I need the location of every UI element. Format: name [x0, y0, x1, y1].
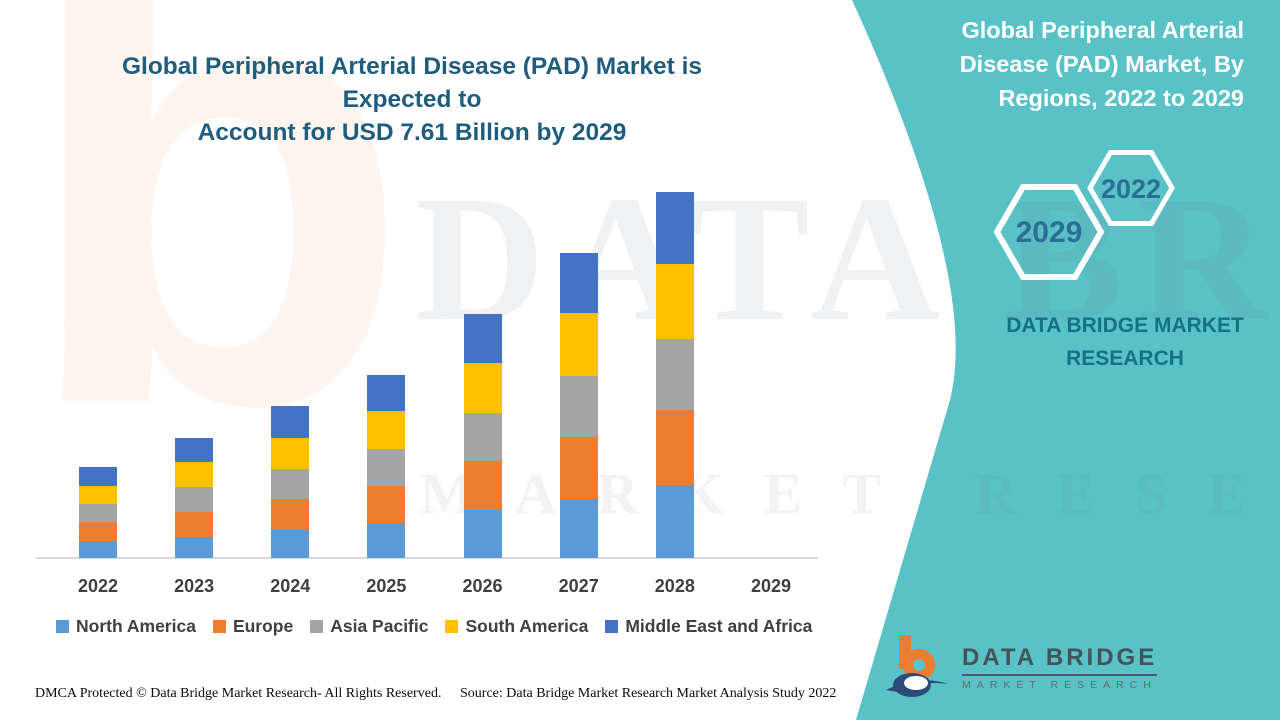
side-panel-title: Global Peripheral Arterial Disease (PAD)…: [944, 14, 1244, 115]
legend-item-north-america: North America: [56, 616, 196, 637]
x-axis-line: [36, 557, 818, 559]
x-axis-label-2023: 2023: [174, 576, 215, 596]
stacked-bar-2025: [367, 375, 406, 558]
bar-segment-2026-middle-east-and-africa: [463, 314, 502, 363]
bar-segment-2023-middle-east-and-africa: [175, 438, 214, 462]
bar-segment-2023-europe: [175, 512, 214, 537]
legend-item-south-america: South America: [445, 616, 588, 637]
hexagon-2029: [993, 184, 1105, 280]
bar-segment-2027-north-america: [559, 499, 598, 558]
bar-segment-2024-europe: [271, 499, 310, 530]
chart-legend: North America Europe Asia Pacific South Ame…: [56, 616, 812, 637]
stacked-bar-2022: [79, 467, 117, 558]
legend-marker-icon: [310, 620, 324, 633]
x-axis-label-2024: 2024: [270, 576, 311, 596]
bar-segment-2026-south-america: [463, 363, 502, 413]
data-bridge-logo: DATA BRIDGE MARKET RESEARCH: [882, 632, 1158, 702]
side-panel-title-line1: Global Peripheral Arterial: [961, 17, 1244, 43]
legend-marker-icon: [56, 620, 69, 633]
bar-segment-2024-asia-pacific: [271, 469, 310, 499]
footer-dmca: DMCA Protected © Data Bridge Market Rese…: [35, 686, 442, 701]
bar-segment-2022-south-america: [79, 486, 117, 504]
logo-subtitle: MARKET RESEARCH: [962, 678, 1157, 691]
bar-segment-2023-north-america: [175, 537, 214, 558]
stacked-bar-2024: [271, 406, 310, 558]
bar-segment-2024-south-america: [271, 438, 310, 469]
brand-text: DATA BRIDGE MARKET RESEARCH: [1000, 310, 1250, 375]
hexagon-2022: [1087, 150, 1175, 226]
bar-segment-2024-north-america: [271, 530, 310, 558]
bar-segment-2028-south-america: [655, 264, 694, 339]
bar-segment-2025-north-america: [367, 523, 406, 558]
bar-segment-2028-asia-pacific: [655, 339, 694, 410]
page-title-line2: Account for USD 7.61 Billion by 2029: [197, 119, 627, 147]
bar-segment-2026-asia-pacific: [463, 413, 502, 461]
bar-segment-2023-south-america: [175, 462, 214, 487]
bar-segment-2023-asia-pacific: [175, 487, 214, 512]
side-panel-title-line3: Regions, 2022 to 2029: [998, 84, 1244, 111]
legend-label: South America: [465, 616, 589, 636]
x-axis-label-2025: 2025: [366, 576, 407, 596]
legend-item-asia-pacific: Asia Pacific: [310, 616, 428, 637]
x-axis-label-2022: 2022: [77, 576, 119, 596]
bar-segment-2022-asia-pacific: [79, 504, 117, 522]
legend-marker-icon: [605, 620, 619, 633]
bar-segment-2027-europe: [559, 437, 598, 499]
brand-text-line1: DATA BRIDGE MARKET: [1006, 314, 1244, 337]
x-axis-label-2027: 2027: [558, 576, 599, 596]
bar-segment-2027-middle-east-and-africa: [559, 253, 598, 313]
hexagon-badges: 2029 2022: [993, 150, 1175, 280]
page-title-line1: Global Peripheral Arterial Disease (PAD)…: [121, 53, 703, 114]
bar-segment-2028-north-america: [655, 485, 694, 558]
bar-segment-2028-europe: [655, 410, 694, 485]
bar-segment-2028-middle-east-and-africa: [655, 192, 694, 264]
footer-source: Source: Data Bridge Market Research Mark…: [460, 686, 837, 701]
bar-segment-2025-middle-east-and-africa: [367, 375, 406, 411]
x-axis-label-2028: 2028: [654, 576, 695, 596]
bar-segment-2025-south-america: [367, 411, 406, 449]
bar-segment-2022-north-america: [79, 541, 117, 558]
legend-marker-icon: [445, 620, 459, 633]
x-axis-label-2026: 2026: [462, 576, 503, 596]
legend-label: Middle East and Africa: [625, 616, 813, 636]
stacked-bar-2023: [175, 438, 214, 558]
stacked-bar-2028: [655, 192, 694, 558]
legend-label: Asia Pacific: [330, 616, 429, 636]
legend-item-middle-east-and-africa: Middle East and Africa: [605, 616, 812, 637]
bar-segment-2026-europe: [463, 461, 502, 510]
legend-item-europe: Europe: [212, 616, 294, 637]
legend-marker-icon: [212, 620, 226, 633]
page-title: Global Peripheral Arterial Disease (PAD)…: [72, 50, 752, 149]
legend-label: North America: [76, 616, 196, 636]
bar-segment-2022-europe: [79, 522, 117, 541]
logo-title: DATA BRIDGE: [962, 644, 1158, 676]
hexagon-2029-label: 2029: [1016, 216, 1083, 249]
bar-segment-2027-south-america: [559, 313, 598, 376]
bar-segment-2024-middle-east-and-africa: [271, 406, 310, 438]
x-axis-label-2029: 2029: [750, 576, 791, 596]
data-bridge-logo-icon: [886, 635, 948, 697]
hexagon-2022-label: 2022: [1101, 174, 1161, 204]
side-panel-title-line2: Disease (PAD) Market, By: [959, 50, 1244, 77]
bar-segment-2022-middle-east-and-africa: [79, 467, 117, 486]
bar-segment-2026-north-america: [463, 510, 502, 558]
stacked-bar-2027: [559, 253, 598, 558]
stacked-bar-2026: [463, 314, 502, 558]
bar-segment-2025-europe: [367, 486, 406, 523]
brand-text-line2: RESEARCH: [1066, 346, 1184, 370]
bar-segment-2025-asia-pacific: [367, 449, 406, 486]
bar-segment-2027-asia-pacific: [559, 376, 598, 437]
legend-label: Europe: [232, 616, 294, 636]
